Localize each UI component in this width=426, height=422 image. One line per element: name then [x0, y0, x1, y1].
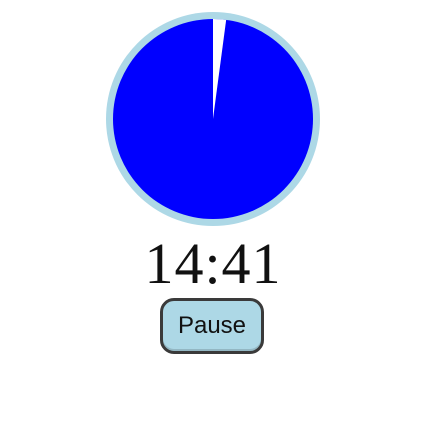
timer-dial	[106, 12, 320, 226]
pause-button[interactable]: Pause	[160, 298, 264, 354]
elapsed-wedge	[213, 19, 227, 119]
time-display: 14:41	[144, 231, 282, 296]
